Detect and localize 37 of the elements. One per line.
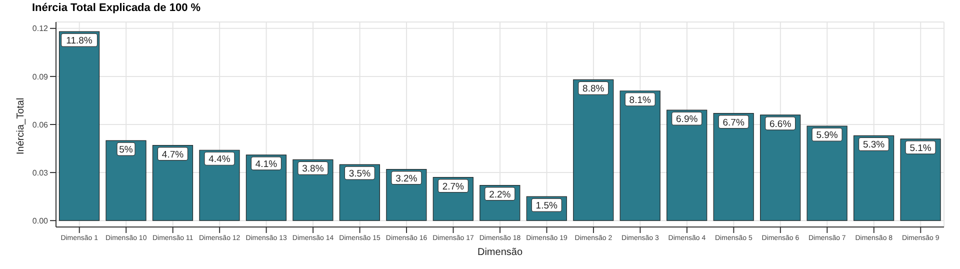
- data-label: 3.5%: [348, 168, 372, 180]
- data-label: 6.7%: [722, 117, 745, 128]
- bar: [713, 112, 754, 221]
- data-label: 8.1%: [629, 94, 652, 106]
- data-label: 5.9%: [816, 130, 838, 142]
- data-label: 4.4%: [208, 154, 231, 166]
- data-label: 6.6%: [769, 118, 792, 130]
- data-label: 5.1%: [910, 142, 932, 154]
- y-tick-label: 0.12: [32, 24, 49, 34]
- bar: [666, 110, 708, 221]
- bar: [760, 114, 801, 221]
- data-label: 2.7%: [442, 181, 465, 192]
- data-label: 3.2%: [396, 173, 418, 184]
- y-tick-label: 0.06: [32, 120, 49, 130]
- data-label: 2.2%: [489, 189, 512, 200]
- bar: [58, 31, 100, 221]
- bar: [900, 138, 941, 221]
- data-label: 5%: [119, 144, 134, 156]
- x-axis-title: Dimensão: [477, 247, 523, 258]
- data-label: 5.3%: [862, 140, 886, 151]
- data-label: 1.5%: [536, 200, 558, 212]
- y-axis-title: Inércia_Total: [16, 98, 27, 154]
- data-label: 4.7%: [162, 149, 184, 160]
- bar: [573, 79, 614, 221]
- data-label: 8.8%: [582, 84, 605, 95]
- bar: [620, 90, 660, 221]
- bar: [854, 135, 894, 221]
- data-label: 11.8%: [66, 36, 93, 47]
- y-tick-label: 0.09: [32, 72, 49, 82]
- chart-title: Inércia Total Explicada de 100 %: [32, 2, 202, 16]
- data-label: 6.9%: [676, 114, 698, 126]
- y-tick-label: 0.00: [32, 216, 49, 226]
- bar: [106, 140, 146, 221]
- bar: [806, 126, 848, 221]
- y-tick-label: 0.03: [32, 168, 49, 178]
- data-label: 3.8%: [302, 164, 324, 175]
- data-label: 4.1%: [255, 158, 278, 170]
